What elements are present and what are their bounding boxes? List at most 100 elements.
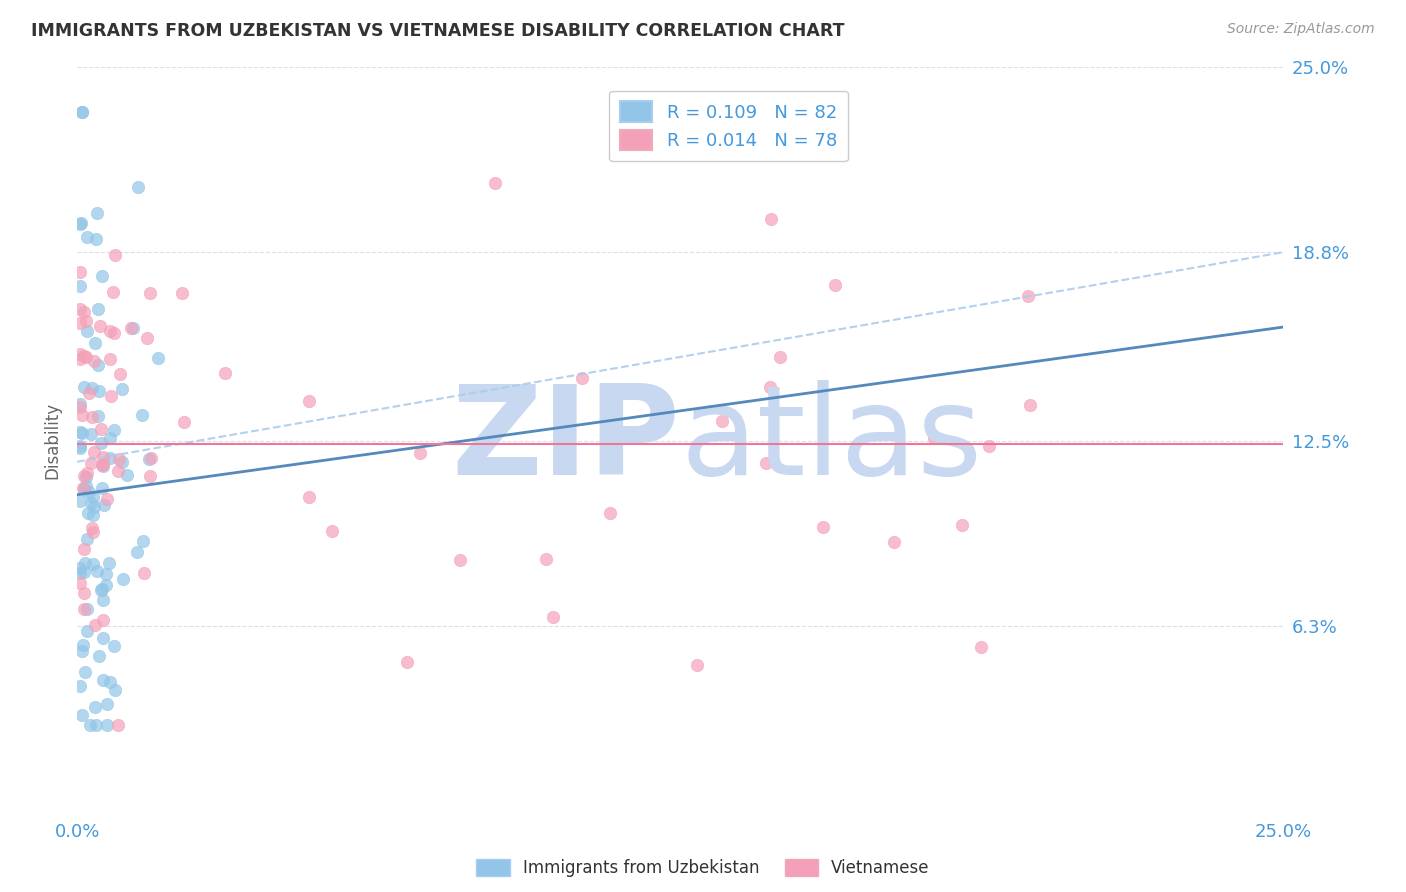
Point xyxy=(76,324,98,338)
Point xyxy=(73,304,96,318)
Point xyxy=(91,450,114,464)
Point xyxy=(82,525,104,540)
Point xyxy=(87,384,110,398)
Point xyxy=(73,350,96,364)
Point xyxy=(111,455,134,469)
Point xyxy=(70,425,93,440)
Point xyxy=(70,707,93,722)
Point xyxy=(73,602,96,616)
Point xyxy=(214,366,236,380)
Point xyxy=(131,408,153,422)
Text: atlas: atlas xyxy=(681,380,983,501)
Point xyxy=(89,318,111,333)
Point xyxy=(82,508,104,522)
Point xyxy=(93,498,115,512)
Point xyxy=(69,425,91,439)
Point xyxy=(86,206,108,220)
Point xyxy=(69,441,91,455)
Point xyxy=(108,452,131,467)
Point xyxy=(73,585,96,599)
Point xyxy=(69,265,91,279)
Point xyxy=(76,467,98,481)
Point xyxy=(91,631,114,645)
Point xyxy=(86,301,108,316)
Point xyxy=(80,427,103,442)
Point xyxy=(90,436,112,450)
Point xyxy=(170,285,193,300)
Point xyxy=(98,675,121,690)
Point xyxy=(75,470,97,484)
Point xyxy=(127,545,149,559)
Point xyxy=(69,301,91,316)
Point xyxy=(70,104,93,119)
Point xyxy=(69,397,91,411)
Point xyxy=(76,624,98,639)
Point xyxy=(84,232,107,246)
Point xyxy=(79,485,101,500)
Point xyxy=(73,542,96,557)
Point xyxy=(484,176,506,190)
Point xyxy=(69,493,91,508)
Point xyxy=(70,644,93,658)
Point xyxy=(70,104,93,119)
Point xyxy=(98,556,121,570)
Point xyxy=(83,445,105,459)
Point xyxy=(710,414,733,428)
Point xyxy=(103,248,125,262)
Point xyxy=(298,394,321,409)
Point xyxy=(922,431,945,445)
Point xyxy=(69,566,91,581)
Point xyxy=(83,699,105,714)
Point xyxy=(103,326,125,340)
Point xyxy=(76,532,98,546)
Point xyxy=(75,479,97,493)
Point xyxy=(135,331,157,345)
Point xyxy=(69,279,91,293)
Point xyxy=(82,521,104,535)
Point xyxy=(96,491,118,506)
Point xyxy=(173,416,195,430)
Point xyxy=(83,353,105,368)
Point xyxy=(107,464,129,478)
Point xyxy=(138,469,160,483)
Point xyxy=(115,468,138,483)
Point xyxy=(70,408,93,422)
Point xyxy=(69,679,91,693)
Point xyxy=(409,446,432,460)
Point xyxy=(103,423,125,437)
Point xyxy=(77,386,100,401)
Point xyxy=(69,576,91,591)
Text: Source: ZipAtlas.com: Source: ZipAtlas.com xyxy=(1227,22,1375,37)
Point xyxy=(1017,289,1039,303)
Point xyxy=(811,519,834,533)
Point xyxy=(82,557,104,571)
Point xyxy=(76,602,98,616)
Legend: Immigrants from Uzbekistan, Vietnamese: Immigrants from Uzbekistan, Vietnamese xyxy=(470,852,936,884)
Point xyxy=(91,673,114,687)
Point xyxy=(96,718,118,732)
Point xyxy=(543,610,565,624)
Point xyxy=(80,496,103,510)
Y-axis label: Disability: Disability xyxy=(44,402,60,479)
Point xyxy=(69,347,91,361)
Point xyxy=(75,665,97,680)
Point xyxy=(80,456,103,470)
Point xyxy=(82,490,104,504)
Point xyxy=(79,718,101,732)
Point xyxy=(75,314,97,328)
Point xyxy=(73,482,96,496)
Point xyxy=(759,380,782,394)
Point xyxy=(90,422,112,436)
Point xyxy=(96,567,118,582)
Point xyxy=(69,400,91,414)
Point xyxy=(69,351,91,366)
Point xyxy=(755,456,778,470)
Point xyxy=(120,321,142,335)
Point xyxy=(72,481,94,495)
Point xyxy=(148,351,170,365)
Point xyxy=(98,450,121,465)
Point xyxy=(824,277,846,292)
Point xyxy=(950,517,973,532)
Point xyxy=(450,553,472,567)
Point xyxy=(977,439,1000,453)
